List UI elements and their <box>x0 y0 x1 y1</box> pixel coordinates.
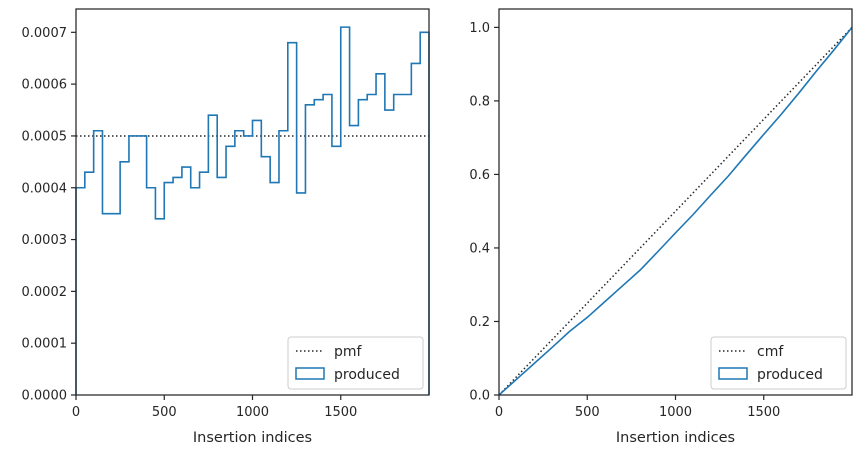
legend-label-cmf: cmf <box>757 344 784 360</box>
legend-label-produced: produced <box>757 367 823 383</box>
x-tick-label: 500 <box>575 405 600 420</box>
x-tick-label: 1500 <box>324 405 357 420</box>
x-tick-label: 0 <box>72 405 80 420</box>
y-tick-label: 1.0 <box>469 21 490 36</box>
y-tick-label: 0.0006 <box>22 78 68 93</box>
y-tick-label: 0.0003 <box>22 233 68 248</box>
legend-swatch-produced <box>718 367 748 380</box>
x-tick-label: 1500 <box>747 405 780 420</box>
y-tick-label: 0.0005 <box>22 129 68 144</box>
y-tick-label: 0.6 <box>469 168 490 183</box>
x-tick-label: 1000 <box>236 405 269 420</box>
right-panel: 0 500 1000 1500 0.0 0.2 0.4 0.6 0.8 1.0 Insertion … <box>469 8 853 446</box>
legend-box <box>710 336 847 390</box>
y-tick-label: 0.0000 <box>22 389 68 404</box>
legend-box <box>287 336 424 390</box>
x-tick-label: 1000 <box>659 405 692 420</box>
x-axis-label: Insertion indices <box>193 430 312 446</box>
y-tick-label: 0.2 <box>469 315 490 330</box>
y-tick-label: 0.8 <box>469 94 490 109</box>
legend-swatch-produced <box>295 367 325 380</box>
y-tick-label: 0.0001 <box>22 337 68 352</box>
y-tick-label: 0.0 <box>469 389 490 404</box>
legend-label-pmf: pmf <box>334 344 363 360</box>
x-axis-label: Insertion indices <box>616 430 735 446</box>
legend-label-produced: produced <box>334 367 400 383</box>
y-tick-label: 0.0004 <box>22 181 68 196</box>
x-tick-label: 500 <box>152 405 177 420</box>
y-tick-label: 0.4 <box>469 241 490 256</box>
left-panel: 0 500 1000 1500 0.0000 0.0001 0.0002 0.0003 0.00… <box>22 8 430 446</box>
series-line-produced <box>498 26 853 396</box>
series-line-cmf <box>498 26 853 396</box>
y-tick-label: 0.0007 <box>22 26 68 41</box>
series-line-produced <box>75 26 430 395</box>
x-tick-label: 0 <box>495 405 503 420</box>
y-tick-label: 0.0002 <box>22 285 68 300</box>
